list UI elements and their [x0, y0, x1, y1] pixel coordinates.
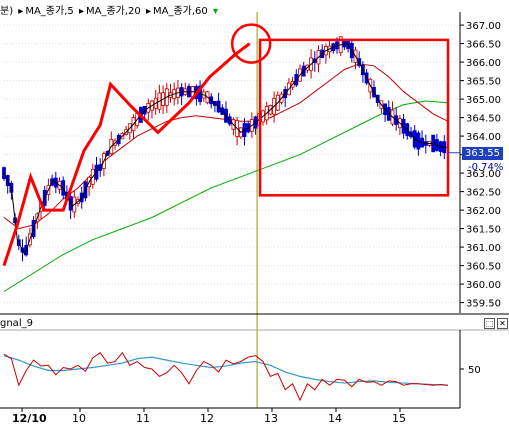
y-tick-label-3: 365.50 — [466, 77, 501, 88]
maximize-pane-button[interactable]: ⬚ — [484, 318, 495, 329]
signal-line — [3, 355, 449, 386]
legend-ma5-marker: ▸ — [18, 6, 24, 17]
ma5-line — [3, 43, 448, 256]
y-tick-label-0: 367.00 — [466, 21, 501, 32]
y-tick-label-8: 363.00 — [466, 169, 501, 180]
y-tick-label-13: 360.50 — [466, 262, 501, 273]
y-tick-label-1: 366.50 — [466, 40, 501, 51]
x-tick-label-5: 14 — [328, 412, 342, 424]
candle-body-0 — [2, 167, 6, 179]
y-tick-label-12: 361.00 — [466, 243, 501, 254]
legend-dropdown-icon[interactable]: ▾ — [212, 6, 218, 17]
legend-prefix: 분) — [0, 6, 14, 17]
legend-ma20-marker: ▸ — [78, 6, 84, 17]
y-tick-label-14: 360.00 — [466, 280, 501, 291]
price-pane — [0, 12, 460, 312]
y-tick-label-5: 364.50 — [466, 114, 501, 125]
close-pane-button[interactable]: ✕ — [497, 318, 508, 329]
y-tick-label-11: 361.50 — [466, 225, 501, 236]
highlight-box — [258, 38, 450, 197]
x-tick-label-6: 15 — [392, 412, 406, 424]
oscillator-line — [3, 351, 449, 402]
legend-ma60-marker: ▸ — [145, 6, 151, 17]
y-tick-label-10: 362.00 — [466, 206, 501, 217]
legend: 분) ▸ MA_종가,5 ▸ MA_종가,20 ▸ MA_종가,60 ▾ — [0, 2, 220, 17]
legend-ma20: MA_종가,20 — [85, 6, 141, 17]
legend-ma60: MA_종가,60 — [152, 6, 208, 17]
legend-ma5: MA_종가,5 — [25, 6, 74, 17]
y-tick-label-4: 365.00 — [466, 95, 501, 106]
x-tick-label-1: 10 — [72, 412, 86, 424]
trend-annotation-line — [2, 42, 251, 267]
x-tick-label-2: 11 — [136, 412, 150, 424]
indicator-title: gnal_9 — [0, 318, 33, 329]
x-tick-label-3: 12 — [200, 412, 214, 424]
x-tick-label-4: 13 — [264, 412, 278, 424]
y-tick-label-15: 359.50 — [466, 299, 501, 310]
y-tick-label-2: 366.00 — [466, 58, 501, 69]
change-percent: -0.74% — [468, 162, 504, 173]
last-price-badge: 363.55 — [462, 147, 503, 160]
highlight-circle — [230, 23, 272, 64]
osc-tick-label: 50 — [468, 365, 481, 376]
y-tick-label-9: 362.50 — [466, 188, 501, 199]
y-tick-label-6: 364.00 — [466, 132, 501, 143]
x-tick-label-0: 12/10 — [12, 412, 47, 424]
